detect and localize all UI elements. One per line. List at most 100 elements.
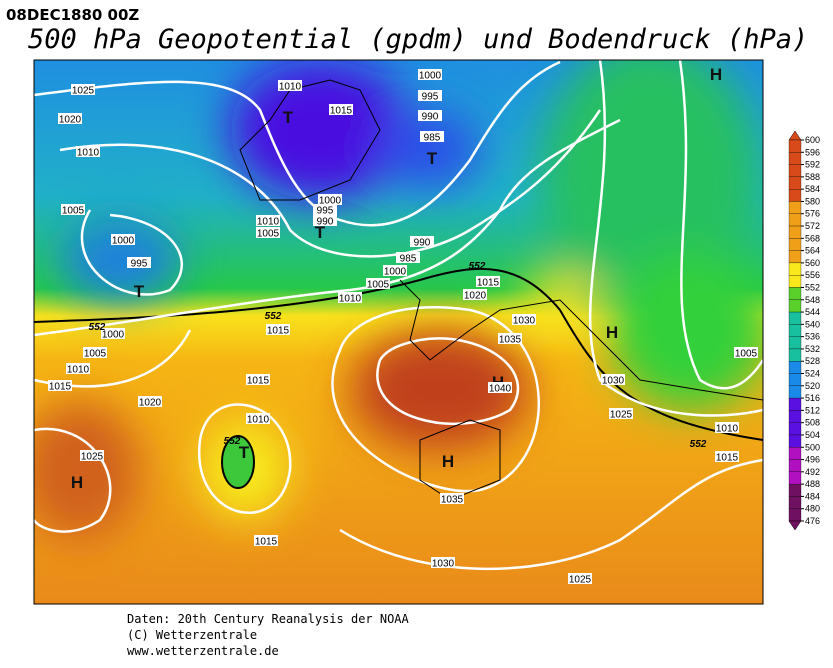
isobar-label: 995 xyxy=(317,206,334,217)
isobar-label: 1025 xyxy=(72,86,95,97)
label-box xyxy=(715,422,739,433)
isobar-label: 1030 xyxy=(513,316,536,327)
colorbar-label: 484 xyxy=(805,491,820,501)
colorbar-label: 528 xyxy=(805,356,820,366)
footer-line: Daten: 20th Century Reanalysis der NOAA xyxy=(127,612,410,626)
colorbar-swatch xyxy=(788,225,802,239)
label-box xyxy=(431,557,455,568)
colorbar-swatch xyxy=(788,152,802,165)
pressure-center: H xyxy=(710,65,722,84)
isobar-label: 1035 xyxy=(499,335,522,346)
label-box xyxy=(366,278,390,289)
isobar-label: 990 xyxy=(317,217,334,228)
footer-line: (C) Wetterzentrale xyxy=(127,628,257,642)
isobar-label: 1000 xyxy=(419,71,442,82)
colorbar-swatch xyxy=(788,508,802,522)
pressure-center: H xyxy=(71,473,83,492)
colorbar-label: 560 xyxy=(805,258,820,268)
isobar-label: 1015 xyxy=(267,326,290,337)
label-box xyxy=(61,204,85,215)
title: 500 hPa Geopotential (gpdm) und Bodendru… xyxy=(28,24,808,55)
pressure-center: H xyxy=(442,452,454,471)
colorbar-swatch xyxy=(788,275,802,288)
colorbar-label: 480 xyxy=(805,504,820,514)
colorbar-label: 476 xyxy=(805,516,820,526)
colorbar: 600 596 592 588 584 580 576 572 568 564 560 556 552 5… xyxy=(788,130,820,531)
colorbar-label: 584 xyxy=(805,184,820,194)
colorbar-label: 508 xyxy=(805,418,820,428)
colorbar-swatch xyxy=(788,324,802,337)
colorbar-label: 540 xyxy=(805,319,820,329)
colorbar-swatch xyxy=(788,189,802,202)
colorbar-label: 492 xyxy=(805,467,820,477)
pressure-center: T xyxy=(239,443,250,462)
pressure-center: T xyxy=(134,282,145,301)
colorbar-swatch xyxy=(788,361,802,374)
isobar-label: 1005 xyxy=(257,229,280,240)
date: 08DEC1880 00Z xyxy=(6,6,139,24)
isobar-label: 995 xyxy=(131,259,148,270)
isobar-label: 1025 xyxy=(81,452,104,463)
label-box xyxy=(256,215,280,226)
isobar-label: 1020 xyxy=(59,115,82,126)
colorbar-cap xyxy=(788,130,802,141)
colorbar-swatch xyxy=(788,397,802,411)
colorbar-swatch xyxy=(788,459,802,472)
label-box xyxy=(383,265,407,276)
isobar-label: 1005 xyxy=(367,280,390,291)
colorbar-label: 544 xyxy=(805,307,820,317)
colorbar-swatch xyxy=(788,385,802,399)
label-box xyxy=(76,146,100,157)
isobar-label: 1010 xyxy=(247,415,270,426)
colorbar-label: 552 xyxy=(805,282,820,292)
label-box xyxy=(246,374,270,385)
height-label: 552 xyxy=(89,322,106,333)
label-box xyxy=(101,328,125,339)
label-box xyxy=(734,347,758,358)
isobar-label: 1025 xyxy=(610,410,633,421)
colorbar-label: 500 xyxy=(805,442,820,452)
isobar-label: 1015 xyxy=(330,106,353,117)
colorbar-swatch xyxy=(788,238,802,251)
colorbar-swatch xyxy=(788,311,802,325)
colorbar-swatch xyxy=(788,422,802,436)
label-box xyxy=(254,535,278,546)
label-box xyxy=(127,257,151,268)
footer-line: www.wetterzentrale.de xyxy=(127,644,279,658)
colorbar-label: 576 xyxy=(805,209,820,219)
label-box xyxy=(313,204,337,215)
label-box xyxy=(396,252,420,263)
pressure-center: T xyxy=(283,108,294,127)
colorbar-swatch xyxy=(788,483,802,497)
colorbar-swatch xyxy=(788,471,802,485)
isobar-label: 1010 xyxy=(257,217,280,228)
colorbar-swatch xyxy=(788,410,802,423)
label-box xyxy=(498,333,522,344)
colorbar-label: 536 xyxy=(805,332,820,342)
colorbar-label: 520 xyxy=(805,381,820,391)
isobar-label: 1000 xyxy=(384,267,407,278)
isobar-label: 1020 xyxy=(139,398,162,409)
label-box xyxy=(329,104,353,115)
label-box xyxy=(476,276,500,287)
colorbar-label: 504 xyxy=(805,430,820,440)
isobar-label: 990 xyxy=(414,238,431,249)
colorbar-label: 580 xyxy=(805,196,820,206)
isobar-label: 985 xyxy=(400,254,417,265)
label-box xyxy=(318,194,342,205)
colorbar-label: 512 xyxy=(805,405,820,415)
colorbar-swatch xyxy=(788,164,802,178)
isobar-label: 1000 xyxy=(112,236,135,247)
height-label: 552 xyxy=(469,261,486,272)
colorbar-label: 588 xyxy=(805,172,820,182)
isobar-label: 1010 xyxy=(67,365,90,376)
isobar-label: 1035 xyxy=(441,495,464,506)
colorbar-swatch xyxy=(788,213,802,227)
colorbar-swatch xyxy=(788,336,802,350)
pressure-center: T xyxy=(315,223,326,242)
label-box xyxy=(338,292,362,303)
label-box xyxy=(278,80,302,91)
label-box xyxy=(488,382,512,393)
colorbar-label: 592 xyxy=(805,160,820,170)
isobar-label: 990 xyxy=(422,112,439,123)
